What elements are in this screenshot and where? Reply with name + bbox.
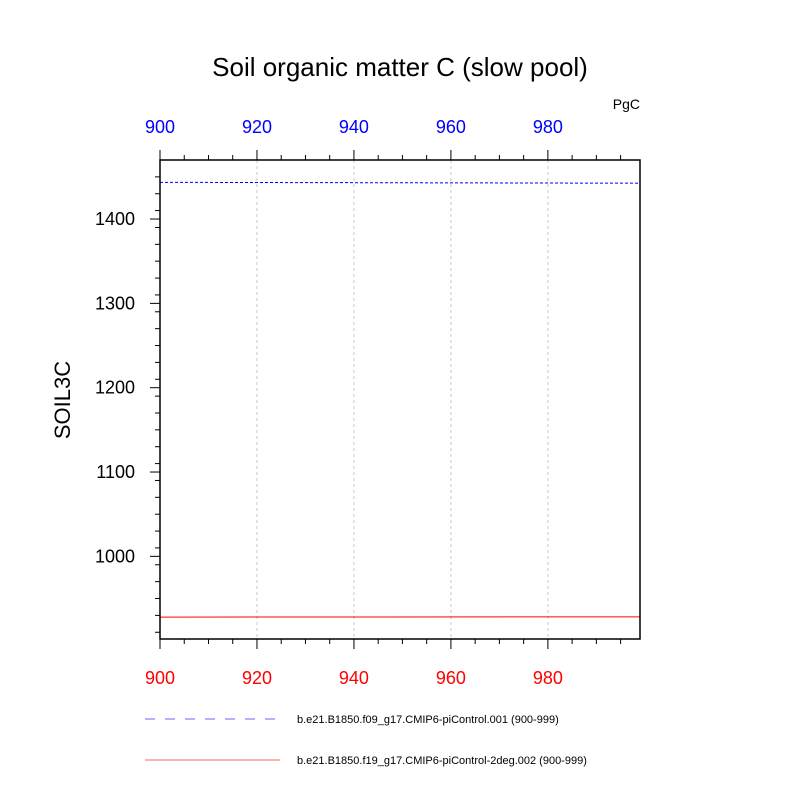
y-tick-label: 1400 [95,209,135,229]
x-tick-label-bottom: 900 [145,668,175,688]
y-axis-label: SOIL3C [50,361,75,439]
x-tick-label-bottom: 960 [436,668,466,688]
y-tick-label: 1300 [95,293,135,313]
legend-label-series-1: b.e21.B1850.f09_g17.CMIP6-piControl.001 … [297,714,559,726]
series-line-1 [159,181,641,184]
series-group [159,181,641,618]
x-tick-label-bottom: 920 [242,668,272,688]
x-tick-label-top: 940 [339,117,369,137]
plot-frame [159,159,641,640]
x-tick-label-top: 900 [145,117,175,137]
units-label: PgC [613,96,640,112]
x-tick-label-top: 960 [436,117,466,137]
legend-label-series-2: b.e21.B1850.f19_g17.CMIP6-piControl-2deg… [297,755,587,767]
y-tick-label: 1000 [95,546,135,566]
axis-tick-labels: 1000 1100 1200 1300 1400 900 920 940 960 980 900 92… [95,117,563,688]
x-tick-label-bottom: 940 [339,668,369,688]
x-tick-label-top: 980 [533,117,563,137]
x-tick-label-top: 920 [242,117,272,137]
chart-title: Soil organic matter C (slow pool) [212,52,588,82]
y-tick-label: 1200 [95,378,135,398]
axis-ticks [150,150,622,649]
x-tick-label-bottom: 980 [533,668,563,688]
legend: b.e21.B1850.f09_g17.CMIP6-piControl.001 … [145,714,587,767]
grid-lines [256,160,549,639]
y-tick-label: 1100 [96,462,135,482]
